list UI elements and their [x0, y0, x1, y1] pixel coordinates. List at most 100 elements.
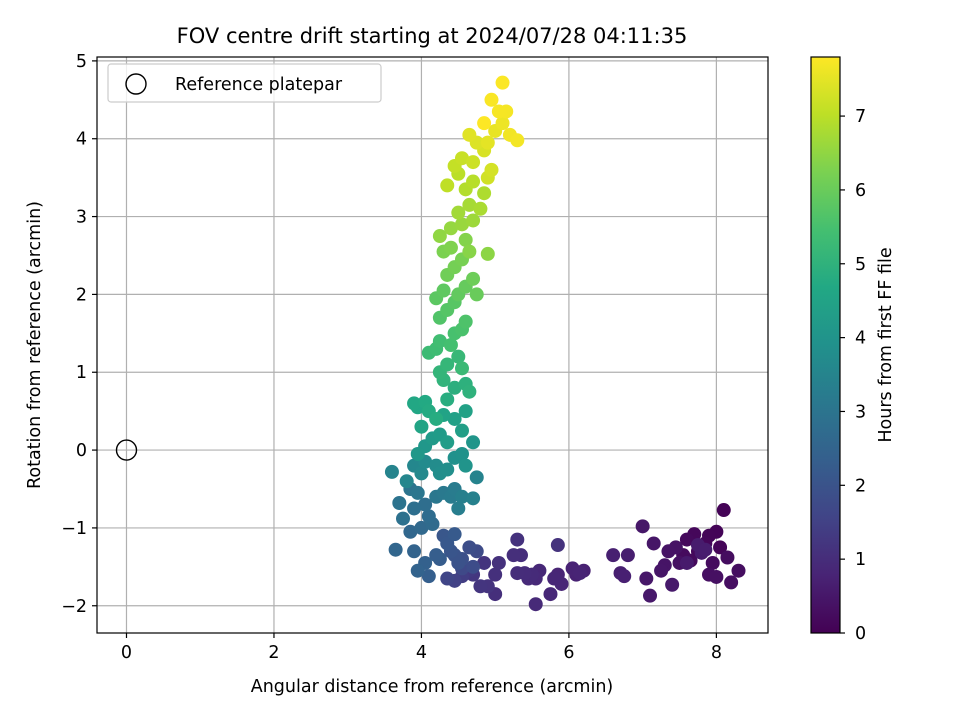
data-point — [491, 104, 506, 119]
data-point — [462, 127, 477, 142]
data-point — [705, 555, 720, 570]
data-point — [410, 485, 425, 500]
x-tick-label: 6 — [563, 643, 574, 663]
data-point — [466, 559, 481, 574]
y-tick-label: 1 — [76, 363, 87, 383]
data-point — [635, 519, 650, 534]
data-point — [466, 174, 481, 189]
data-point — [440, 571, 455, 586]
data-point — [443, 338, 458, 352]
data-point — [432, 229, 447, 244]
data-point — [454, 446, 469, 461]
chart-title: FOV centre drift starting at 2024/07/28 … — [177, 24, 688, 48]
data-point — [447, 380, 462, 395]
data-point — [443, 240, 458, 255]
data-point — [709, 569, 724, 584]
axes: 0 2 4 6 8 −2 −1 0 1 2 3 4 5 — [61, 52, 769, 663]
data-point — [451, 349, 466, 364]
colorbar-tick-label: 4 — [855, 329, 866, 349]
data-point — [421, 509, 436, 524]
data-point — [473, 579, 488, 594]
data-point — [462, 540, 477, 555]
data-point — [646, 536, 661, 551]
data-point — [617, 569, 632, 584]
data-point — [484, 162, 499, 177]
data-point — [643, 588, 658, 603]
colorbar-tick-label: 6 — [855, 181, 866, 201]
data-point — [547, 571, 562, 586]
data-point — [462, 244, 477, 259]
data-point — [639, 571, 654, 586]
data-point — [418, 497, 433, 512]
data-point — [436, 283, 451, 298]
colorbar-tick-label: 3 — [855, 402, 866, 422]
data-point — [447, 527, 462, 542]
data-point — [466, 491, 481, 506]
data-point — [454, 217, 469, 232]
data-point — [620, 548, 635, 563]
data-point — [454, 423, 469, 438]
data-point — [421, 569, 436, 584]
x-axis-label: Angular distance from reference (arcmin) — [251, 677, 614, 697]
data-point — [414, 466, 429, 481]
data-point — [510, 566, 525, 581]
colorbar: 0 1 2 3 4 5 6 7 — [810, 56, 866, 644]
data-point — [528, 597, 543, 612]
data-point — [458, 314, 473, 329]
data-point — [392, 496, 407, 511]
x-tick-label: 0 — [121, 643, 132, 663]
data-point — [440, 462, 455, 477]
colorbar-gradient — [810, 56, 841, 634]
data-point — [506, 548, 521, 563]
data-point — [399, 474, 414, 489]
data-point — [698, 542, 713, 557]
colorbar-tick-label: 0 — [855, 624, 866, 644]
colorbar-label: Hours from first FF file — [876, 247, 896, 442]
data-point — [396, 511, 411, 526]
data-point — [462, 197, 477, 212]
y-tick-label: 3 — [76, 208, 87, 228]
data-point — [388, 542, 403, 557]
data-point — [654, 563, 669, 578]
y-tick-label: 2 — [76, 285, 87, 305]
data-point — [458, 232, 473, 247]
data-point — [440, 178, 455, 193]
data-point — [543, 587, 558, 602]
data-point — [491, 555, 506, 570]
data-point — [440, 536, 455, 551]
data-point — [469, 287, 484, 302]
data-point — [466, 435, 481, 450]
data-point — [454, 489, 469, 504]
colorbar-tick-label: 2 — [855, 476, 866, 496]
data-point — [429, 411, 444, 426]
data-point — [720, 550, 735, 565]
data-point — [716, 503, 731, 518]
data-point — [488, 567, 503, 582]
data-point — [410, 563, 425, 578]
data-point — [466, 213, 481, 228]
data-point — [414, 419, 429, 434]
legend-marker-reference — [125, 73, 147, 95]
data-point — [606, 548, 621, 563]
data-point — [403, 524, 418, 539]
data-point — [480, 135, 495, 150]
data-point — [466, 271, 481, 286]
data-point — [731, 563, 746, 578]
data-point — [384, 464, 399, 479]
grid-lines — [97, 57, 768, 633]
data-point — [451, 205, 466, 220]
y-tick-label: 4 — [76, 130, 87, 150]
data-point — [407, 501, 422, 516]
data-point — [407, 396, 422, 411]
y-tick-label: 0 — [76, 441, 87, 461]
y-tick-label: −2 — [61, 597, 87, 617]
y-axis-label: Rotation from reference (arcmin) — [25, 201, 45, 489]
data-point — [473, 201, 488, 216]
data-point — [679, 555, 694, 570]
plot-frame — [96, 56, 769, 634]
data-point — [713, 540, 728, 555]
data-point — [572, 566, 587, 581]
data-point — [440, 357, 455, 372]
data-point — [440, 392, 455, 407]
